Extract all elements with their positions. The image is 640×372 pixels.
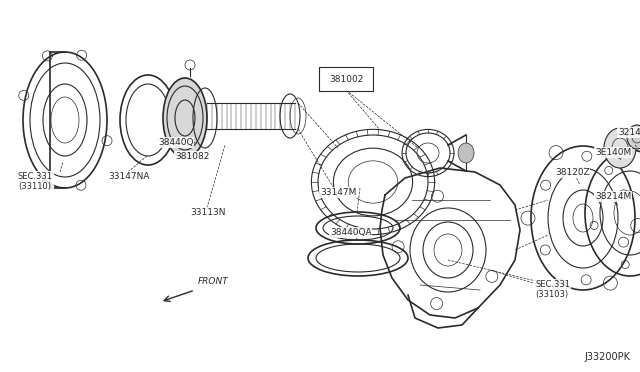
- Text: 381002: 381002: [329, 74, 363, 83]
- Text: 38440Q: 38440Q: [158, 138, 193, 147]
- Ellipse shape: [458, 143, 474, 163]
- Text: SEC.331
(33103): SEC.331 (33103): [535, 280, 570, 299]
- Text: 33147M: 33147M: [320, 188, 356, 197]
- Ellipse shape: [627, 125, 640, 149]
- Text: 3E140M: 3E140M: [595, 148, 631, 157]
- Ellipse shape: [163, 78, 207, 158]
- FancyBboxPatch shape: [319, 67, 373, 91]
- Text: 33113N: 33113N: [190, 208, 225, 217]
- Text: J33200PK: J33200PK: [584, 352, 630, 362]
- Text: 38214M: 38214M: [595, 192, 631, 201]
- Text: 33147NA: 33147NA: [108, 172, 150, 181]
- Text: SEC.331
(33110): SEC.331 (33110): [18, 172, 53, 192]
- Text: 38120Z: 38120Z: [555, 168, 589, 177]
- Text: 38440QA: 38440QA: [330, 228, 372, 237]
- Text: 381082: 381082: [175, 152, 209, 161]
- Ellipse shape: [604, 128, 636, 168]
- Text: 32140H: 32140H: [618, 128, 640, 137]
- Text: FRONT: FRONT: [198, 277, 228, 286]
